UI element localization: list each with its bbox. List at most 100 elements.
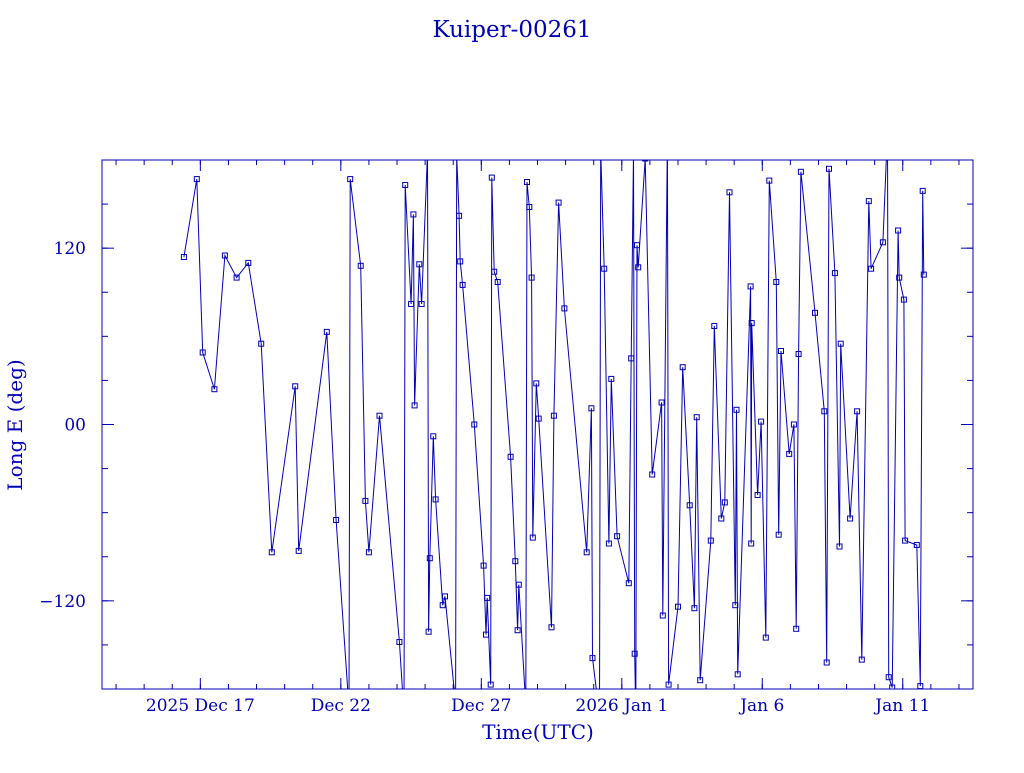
data-point — [233, 274, 240, 281]
data-point — [628, 355, 635, 362]
data-point — [895, 227, 902, 234]
data-point — [797, 168, 804, 175]
data-point — [879, 239, 886, 246]
y-tick-label: 00 — [64, 416, 86, 436]
data-point — [425, 628, 432, 635]
data-point — [456, 212, 463, 219]
data-point — [487, 681, 494, 688]
data-point — [426, 555, 433, 562]
x-tick-label: Dec 22 — [311, 696, 371, 716]
data-point — [408, 301, 415, 307]
data-point — [258, 340, 265, 347]
data-point — [494, 279, 501, 285]
data-point — [376, 412, 383, 419]
data-point — [775, 531, 782, 538]
data-point — [726, 189, 733, 196]
data-point — [732, 602, 739, 609]
data-point — [333, 517, 340, 523]
data-point — [471, 421, 478, 428]
data-point — [425, 150, 430, 155]
data-point — [679, 364, 686, 371]
data-point — [533, 380, 540, 387]
data-point — [410, 211, 417, 218]
data-point — [323, 328, 330, 335]
data-point — [589, 655, 596, 662]
data-point — [418, 301, 425, 307]
data-point — [635, 264, 642, 271]
x-tick-label: Jan 6 — [738, 696, 784, 716]
data-point — [512, 558, 519, 565]
data-point — [762, 634, 769, 641]
data-point — [515, 581, 522, 588]
data-point — [793, 625, 800, 632]
data-point — [411, 402, 418, 409]
data-point — [402, 182, 409, 188]
data-point — [837, 340, 844, 347]
data-point — [550, 412, 557, 419]
data-point — [529, 534, 536, 541]
data-point — [588, 405, 595, 412]
data-point — [847, 515, 854, 522]
data-point — [675, 603, 681, 610]
data-point — [598, 147, 603, 152]
data-point — [718, 515, 725, 522]
data-point — [649, 471, 656, 478]
data-point — [268, 549, 275, 556]
data-point — [457, 258, 464, 265]
data-point — [634, 242, 640, 249]
data-point — [402, 712, 407, 717]
data-point — [747, 283, 754, 290]
data-point — [686, 502, 693, 509]
axes — [101, 159, 974, 690]
data-point — [430, 433, 437, 440]
data-point — [193, 176, 200, 183]
y-tick-label: −120 — [39, 592, 86, 612]
data-point — [885, 674, 892, 681]
data-point — [347, 176, 354, 183]
data-point — [665, 681, 672, 688]
data-point — [920, 271, 927, 278]
data-point — [484, 594, 491, 601]
data-point — [526, 204, 533, 210]
data-point — [480, 562, 487, 569]
data-point — [601, 265, 608, 272]
data-point — [295, 547, 302, 554]
series-line — [183, 160, 925, 689]
data-point — [900, 296, 907, 303]
data-point — [885, 128, 890, 133]
data-point — [854, 408, 861, 415]
data-point — [488, 174, 495, 181]
data-point — [868, 265, 875, 272]
data-point — [365, 549, 372, 556]
data-point — [836, 543, 843, 550]
data-point — [221, 252, 228, 259]
data-point — [555, 199, 562, 206]
data-point — [491, 268, 498, 275]
data-point — [292, 383, 299, 390]
plot-frame — [101, 159, 974, 690]
data-point — [865, 198, 872, 205]
data-point — [524, 179, 530, 185]
data-point — [459, 281, 466, 288]
data-point — [659, 612, 666, 619]
data-point — [758, 418, 765, 425]
data-point — [754, 492, 761, 498]
data-point — [523, 704, 528, 709]
data-point — [734, 671, 741, 678]
x-axis-label: Time(UTC) — [482, 720, 594, 744]
data-point — [439, 602, 446, 609]
data-point — [913, 542, 920, 548]
data-point — [748, 540, 755, 547]
data-point — [561, 305, 568, 312]
data-point — [631, 650, 638, 657]
data-point — [362, 497, 369, 504]
data-point — [711, 323, 718, 329]
data-point — [625, 580, 632, 587]
data-point — [748, 320, 755, 327]
data-point — [858, 656, 865, 663]
data-point — [514, 627, 521, 634]
data-point — [396, 639, 403, 645]
data-point — [707, 537, 714, 544]
